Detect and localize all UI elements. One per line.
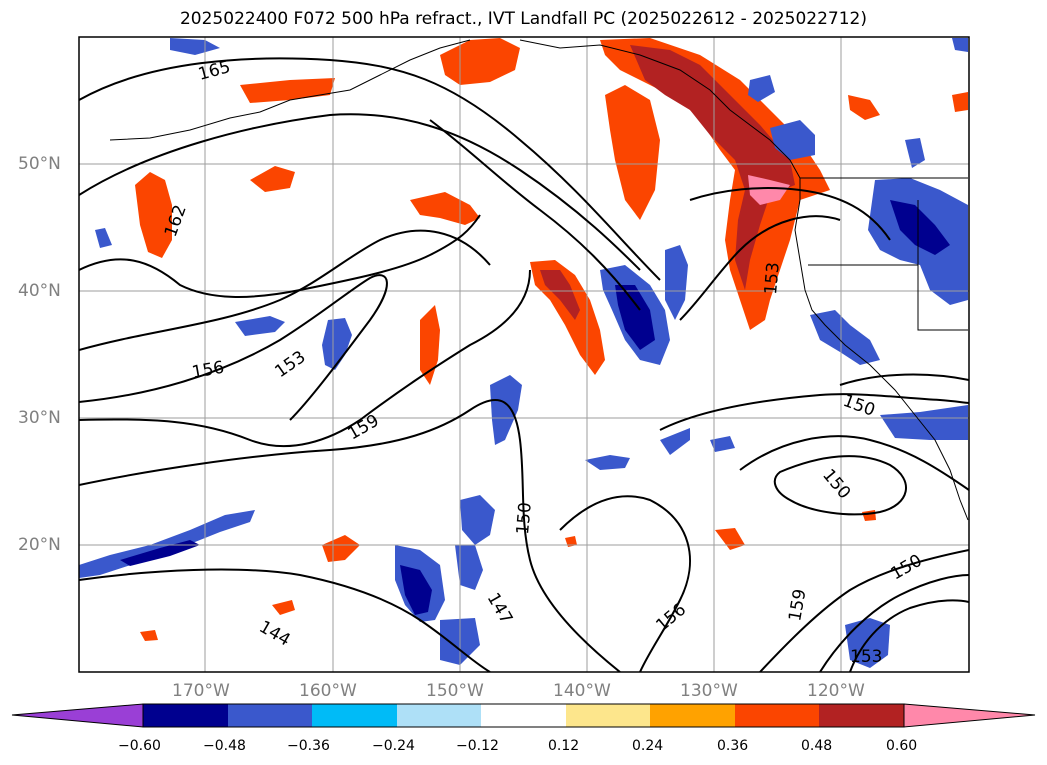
colorbar-tick-label: 0.24 — [632, 738, 664, 754]
lon-label: 130°W — [680, 681, 738, 701]
contour-label: 150 — [513, 501, 536, 535]
colorbar-bin — [397, 704, 481, 727]
colorbar — [11, 703, 1036, 728]
colorbar-bin — [481, 704, 566, 727]
coastlines — [109, 39, 969, 521]
colorbar-tick-label: 0.36 — [717, 738, 749, 754]
lon-label: 140°W — [553, 681, 611, 701]
lon-label: 160°W — [299, 681, 357, 701]
colorbar-min-extend — [11, 703, 144, 728]
colorbar-tick-label: −0.48 — [203, 738, 246, 754]
colorbar-tick-label: 0.48 — [801, 738, 833, 754]
lat-label: 40°N — [18, 281, 61, 301]
colorbar-bin — [228, 704, 312, 727]
colorbar-frame — [142, 703, 905, 728]
lat-label: 20°N — [18, 535, 61, 555]
colorbar-bin — [650, 704, 735, 727]
colorbar-bin — [735, 704, 819, 727]
lat-label: 50°N — [18, 154, 61, 174]
colorbar-max-extend — [903, 703, 1036, 728]
colorbar-bin — [312, 704, 397, 727]
colorbar-tick-label: −0.24 — [372, 738, 415, 754]
colorbar-tick-label: −0.60 — [118, 738, 161, 754]
lon-label: 170°W — [172, 681, 230, 701]
colorbar-bin — [566, 704, 650, 727]
colorbar-tick-label: −0.36 — [287, 738, 330, 754]
lat-label: 30°N — [18, 408, 61, 428]
colorbar-tick-label: 0.12 — [548, 738, 580, 754]
height-contours — [79, 57, 969, 672]
colorbar-bin — [819, 704, 904, 727]
map-panel — [79, 37, 969, 672]
contour-label: 153 — [761, 261, 784, 295]
plot-frame — [78, 36, 970, 673]
lon-label: 120°W — [807, 681, 865, 701]
colorbar-tick-label: −0.12 — [456, 738, 499, 754]
lon-label: 150°W — [426, 681, 484, 701]
contour-label: 153 — [850, 647, 882, 667]
colorbar-bin — [143, 704, 228, 727]
colorbar-tick-label: 0.60 — [886, 738, 918, 754]
map-title: 2025022400 F072 500 hPa refract., IVT La… — [179, 9, 867, 29]
